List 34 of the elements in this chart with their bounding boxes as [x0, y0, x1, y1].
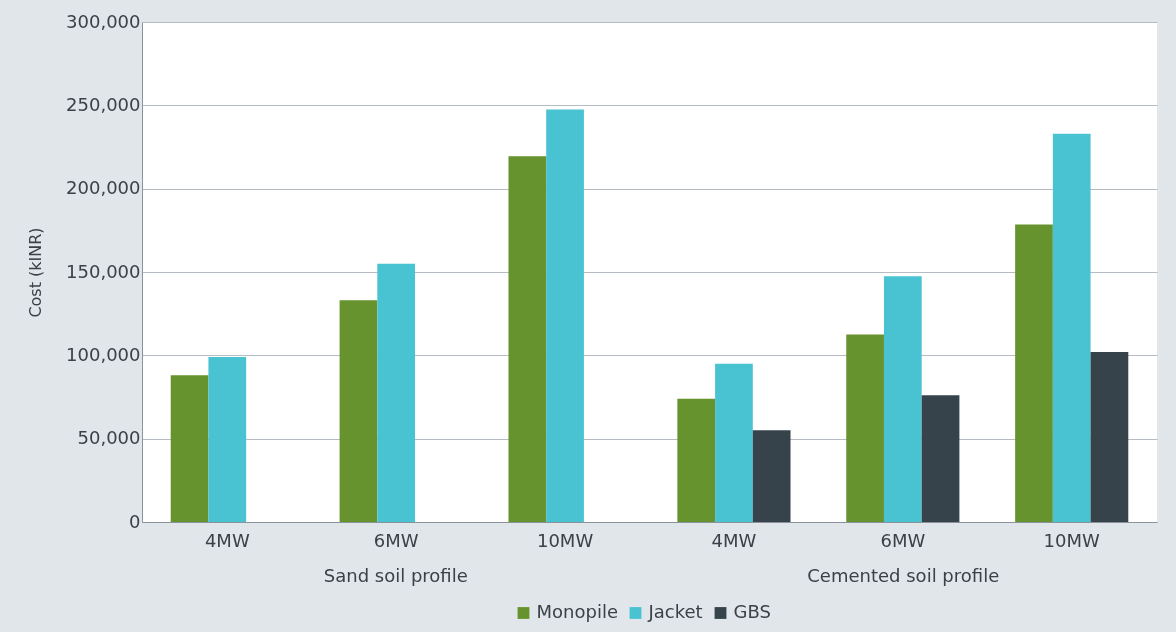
y-tick-label: 200,000 — [66, 177, 141, 199]
y-axis-title: Cost (kINR) — [26, 227, 46, 318]
y-tick-label: 250,000 — [66, 93, 141, 115]
legend-label: Jacket — [647, 601, 703, 622]
y-tick-label: 50,000 — [77, 427, 141, 449]
bar — [170, 375, 209, 522]
legend-label: Monopile — [536, 601, 618, 622]
bar — [1015, 224, 1053, 522]
x-tick-label: 4MW — [204, 529, 250, 551]
bar — [1090, 352, 1129, 522]
y-tick-label: 0 — [129, 510, 141, 532]
x-tick-label: 6MW — [880, 529, 926, 551]
text: Sand soil profile — [323, 565, 468, 586]
x-tick-label: 10MW — [536, 529, 594, 551]
bar — [339, 300, 378, 522]
x-tick-label: 6MW — [373, 529, 419, 551]
y-tick-label: 100,000 — [66, 343, 141, 365]
bar — [208, 357, 247, 522]
bar — [508, 156, 547, 522]
y-tick-label: 300,000 — [66, 10, 141, 32]
bar — [846, 334, 884, 522]
bar — [921, 395, 960, 522]
bar — [677, 398, 716, 522]
text: Cemented soil profile — [807, 565, 1000, 586]
bar — [546, 109, 584, 522]
bar — [715, 363, 753, 522]
x-tick-label: 10MW — [1043, 529, 1101, 551]
bar — [1052, 133, 1091, 522]
bar — [752, 430, 791, 522]
y-tick-label: 150,000 — [66, 260, 141, 282]
x-tick-label: 4MW — [711, 529, 757, 551]
bar — [883, 276, 922, 522]
legend-label: GBS — [733, 601, 771, 622]
bar — [377, 263, 416, 522]
